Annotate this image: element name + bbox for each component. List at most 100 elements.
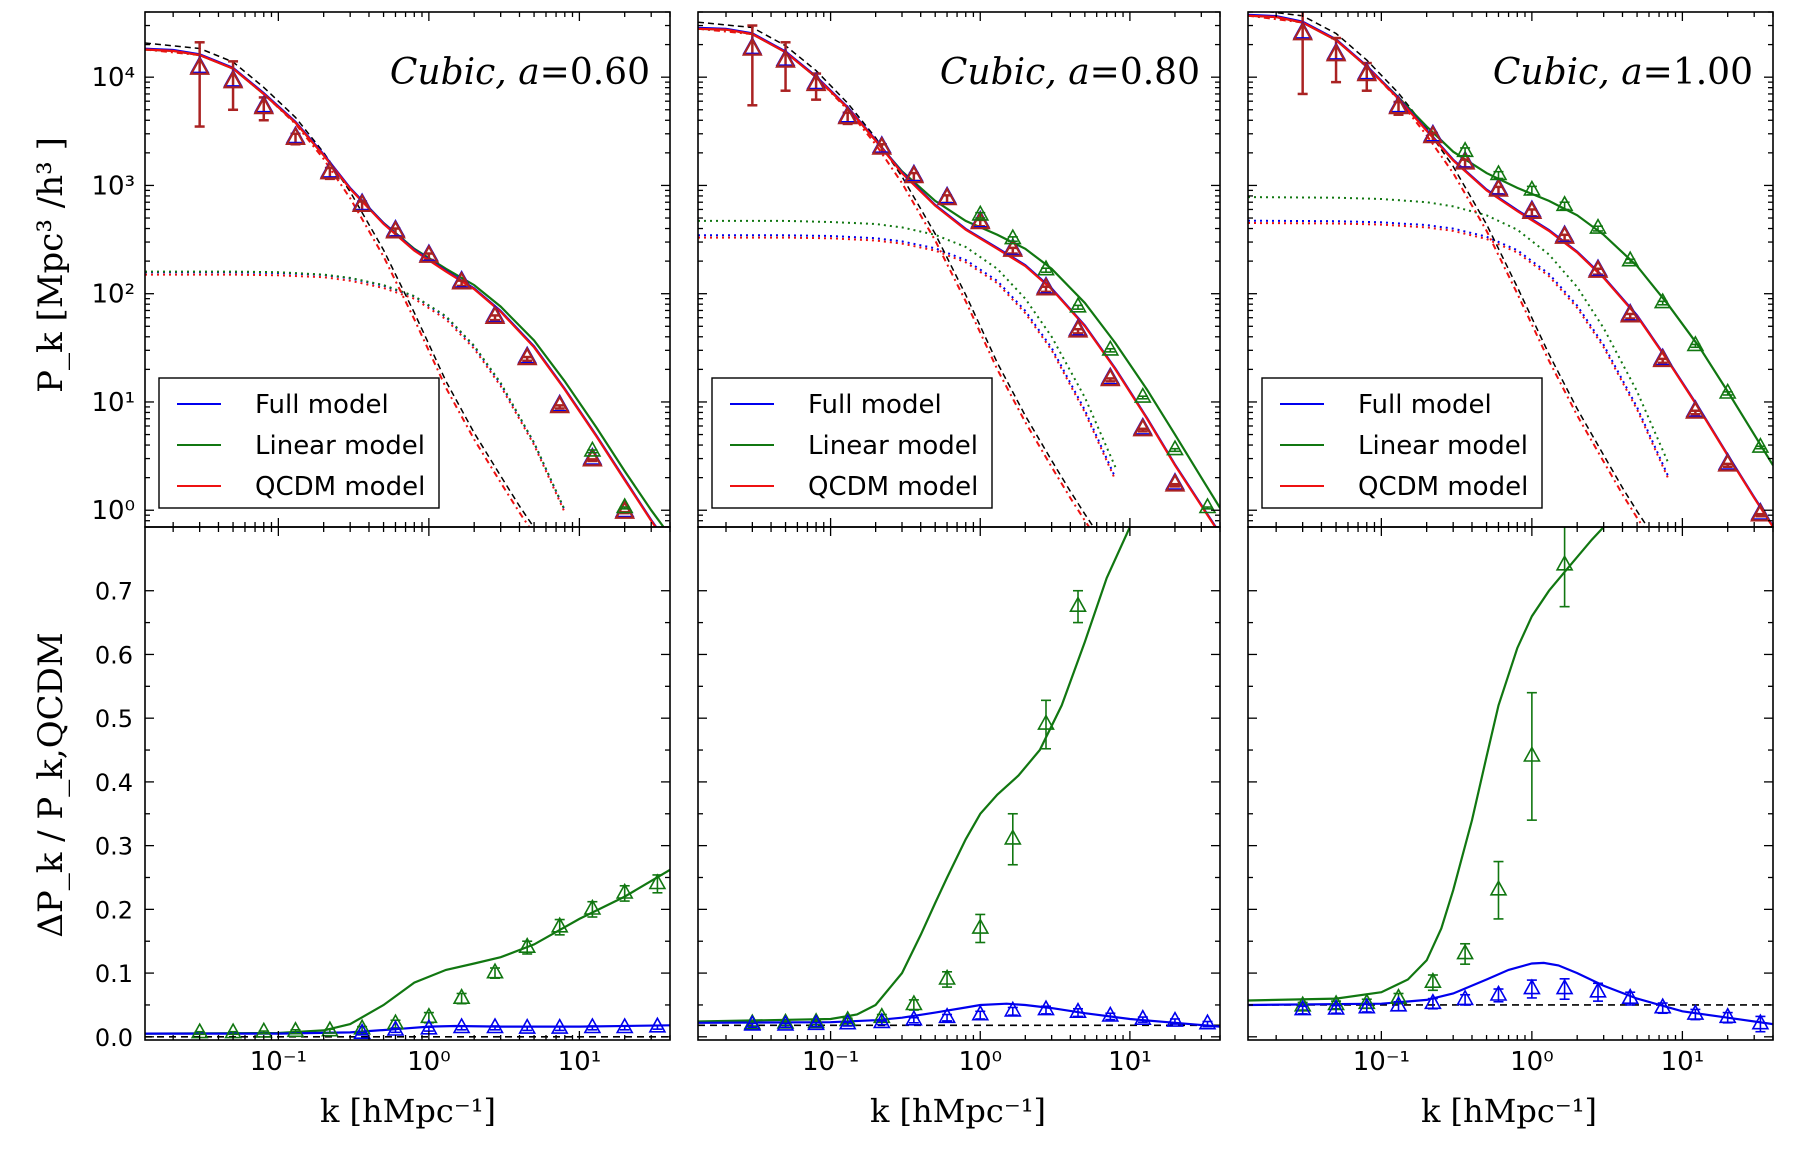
legend-label: QCDM model — [255, 472, 425, 502]
legend-label: Full model — [808, 390, 942, 420]
qcdm-sim-marker — [1325, 42, 1347, 62]
x-tick-label: 10¹ — [558, 1047, 602, 1077]
ratio-linear-marker — [452, 988, 471, 1005]
bottom-plot-area — [1248, 527, 1773, 1033]
ratio-linear-marker — [420, 1007, 438, 1024]
qcdm-sim-marker — [1454, 150, 1476, 170]
qcdm-sim-marker — [1292, 21, 1314, 41]
qcdm-sim-marker — [837, 105, 859, 125]
x-axis-label-panel-1: k [hMpc⁻¹] — [320, 1092, 496, 1130]
ratio-full-marker — [1101, 1005, 1120, 1022]
linear-sim-marker — [583, 440, 602, 457]
ratio-full-error-bar — [1526, 979, 1537, 999]
legend: Full model Linear model QCDM model — [1261, 377, 1543, 509]
ratio-full-marker — [648, 1016, 667, 1033]
sim-error-bar — [1657, 357, 1668, 365]
sim-error-bar — [811, 72, 822, 101]
sim-error-bar — [522, 355, 533, 363]
panel-title-a-value: =1.00 — [1643, 52, 1753, 93]
ratio-full-marker — [353, 1023, 371, 1039]
ratio-linear-marker — [1424, 972, 1442, 989]
top-plot-area — [145, 41, 665, 527]
qcdm-sim-marker — [222, 69, 244, 89]
panel-title-model: Cubic, — [940, 52, 1068, 93]
bottom-y-tick-label: 0.4 — [95, 769, 133, 797]
linear-error-bar — [1137, 395, 1148, 400]
legend-label: QCDM model — [1358, 472, 1528, 502]
ticks — [145, 11, 671, 1040]
bottom-axes-frame — [1247, 526, 1774, 1041]
linear-sim-marker — [1751, 436, 1770, 453]
ratio-linear-marker — [971, 917, 990, 934]
bottom-y-tick-label: 0.2 — [95, 896, 133, 924]
panel-title-model: Cubic, — [390, 52, 518, 93]
ratio-linear-marker — [1003, 828, 1022, 845]
linear-sim-marker — [1523, 179, 1541, 196]
ratio-linear-line — [698, 527, 1131, 1023]
ratio-full-marker — [1589, 981, 1607, 998]
bottom-y-tick-label: 0.5 — [95, 705, 133, 733]
linear-sim-marker — [1037, 259, 1055, 276]
bottom-y-axis-label: ΔP_k / P_k,QCDM — [31, 632, 71, 937]
ratio-full-marker — [1555, 978, 1574, 995]
qcdm-sim-marker — [1356, 62, 1378, 82]
panel-title: Cubic, a=0.60 — [390, 52, 650, 93]
sim-error-bar — [1073, 327, 1084, 335]
ratio-linear-marker — [550, 916, 569, 933]
legend-label: Linear model — [808, 431, 978, 461]
qcdm-sim-marker — [451, 270, 472, 290]
sim-error-bar — [1722, 462, 1733, 469]
ratio-full-marker — [1003, 1000, 1022, 1017]
ratio-full-marker — [1424, 993, 1442, 1010]
panel-1: 10⁻¹ 10⁰ 10¹ 10⁰ 10¹ 10² 10³ 10⁴ 0.0 0.1 0.2 0.3 0.4… — [91, 11, 671, 1077]
panels: 10⁻¹ 10⁰ 10¹ 10⁰ 10¹ 10² 10³ 10⁴ 0.0 0.1 0.2 0.3 0.4… — [91, 11, 1774, 1077]
x-tick-label: 10¹ — [1108, 1047, 1152, 1077]
full-1halo-dotted-line — [1248, 219, 1669, 476]
linear-sim-marker — [1489, 164, 1508, 181]
ratio-linear-error-bar — [1040, 699, 1051, 750]
legend-label: Linear model — [255, 431, 425, 461]
linear-sim-marker — [1589, 217, 1607, 234]
bottom-y-tick-label: 0.6 — [95, 641, 133, 669]
qcdm-sim-marker — [1388, 95, 1409, 115]
linear-sim-marker — [1003, 228, 1022, 245]
legend-label: Linear model — [1358, 431, 1528, 461]
panel-title-model: Cubic, — [1493, 52, 1621, 93]
bottom-plot-area — [145, 868, 670, 1039]
linear-sim-marker — [1686, 335, 1705, 352]
x-tick-label: 10⁻¹ — [802, 1047, 859, 1077]
ratio-linear-marker — [1456, 943, 1474, 960]
sim-error-bar — [258, 96, 269, 122]
legend-label: QCDM model — [808, 472, 978, 502]
ratio-linear-marker — [1489, 879, 1508, 896]
qcdm-sim-marker — [871, 136, 893, 155]
ratio-full-marker — [1686, 1003, 1705, 1020]
ratio-linear-marker — [1523, 745, 1541, 762]
panel-title-a-value: =0.60 — [540, 52, 650, 93]
ratio-full-marker — [1293, 999, 1312, 1016]
sim-error-bar — [554, 404, 565, 410]
qcdm-sim-marker — [1685, 400, 1706, 419]
legend: Full model Linear model QCDM model — [711, 377, 993, 509]
linear-error-bar — [587, 449, 598, 454]
ratio-full-marker — [971, 1004, 990, 1021]
ratio-full-marker — [1523, 978, 1541, 995]
ratio-linear-marker — [254, 1021, 273, 1038]
ratio-full-marker — [1133, 1009, 1152, 1025]
ratio-linear-line — [145, 868, 670, 1035]
ratio-full-marker — [807, 1014, 825, 1031]
ratio-linear-error-bar — [652, 874, 663, 894]
x-axis-label-panel-2: k [hMpc⁻¹] — [870, 1092, 1046, 1130]
qcdm-sim-marker — [1652, 348, 1674, 368]
ratio-full-marker — [1389, 995, 1408, 1012]
ratio-full-marker — [1751, 1013, 1770, 1030]
ratio-full-marker — [486, 1017, 504, 1034]
two-halo-dashed-line — [698, 21, 1095, 527]
ratio-full-marker — [743, 1014, 762, 1031]
linear-sim-marker — [1198, 497, 1217, 514]
ratio-full-marker — [1069, 1002, 1087, 1019]
ratio-linear-marker — [938, 968, 956, 985]
two-halo-dashdot-line — [698, 27, 1091, 527]
linear-sim-marker — [1653, 292, 1672, 309]
